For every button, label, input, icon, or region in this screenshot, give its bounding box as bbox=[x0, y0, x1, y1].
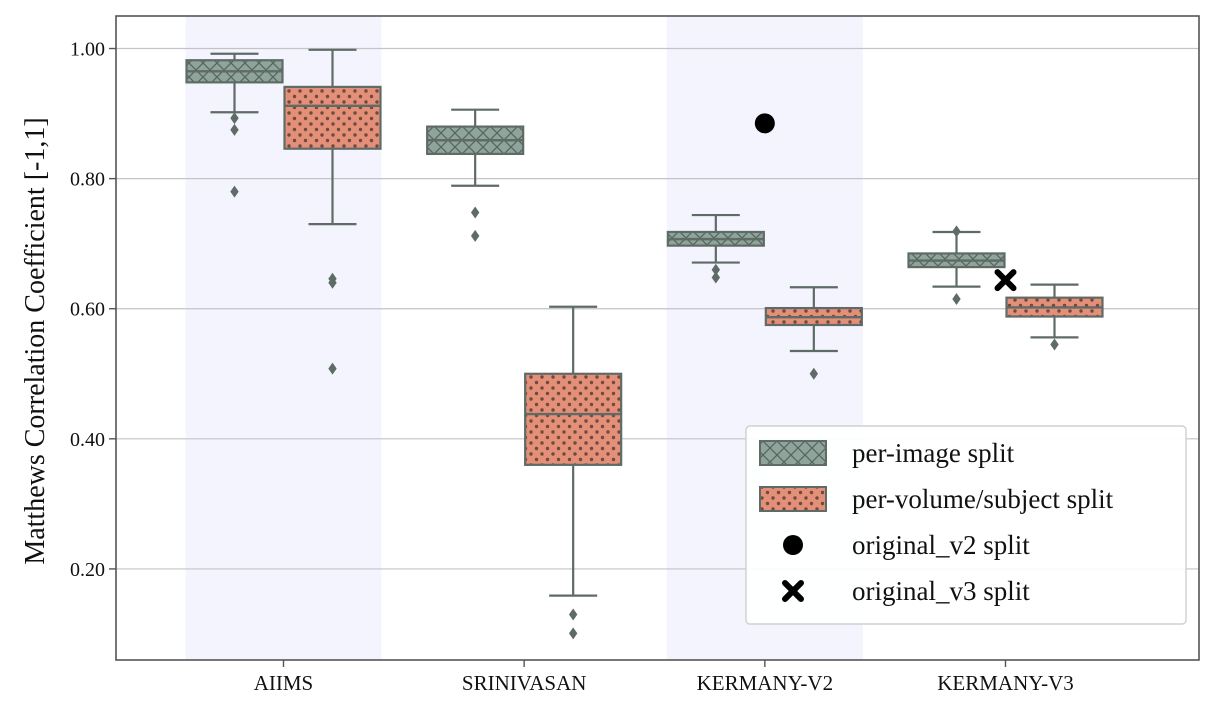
outlier-point bbox=[230, 185, 239, 198]
legend-marker-circle bbox=[783, 535, 803, 555]
x-marker-shape bbox=[994, 269, 1017, 292]
y-axis-title: Matthews Correlation Coefficient [-1,1] bbox=[20, 117, 51, 564]
reference-markers bbox=[754, 113, 1017, 292]
y-tick-label: 0.80 bbox=[70, 169, 105, 191]
marker-original-v3 bbox=[994, 269, 1017, 292]
outlier-point bbox=[230, 123, 239, 136]
x-axis: AIIMS SRINIVASAN KERMANY-V2 KERMANY-V3 bbox=[254, 660, 1074, 695]
box-iqr bbox=[283, 85, 382, 150]
marker-original-v2 bbox=[754, 113, 775, 134]
legend-label: per-image split bbox=[852, 438, 1015, 468]
outlier-point bbox=[568, 608, 578, 621]
legend-label: original_v2 split bbox=[852, 530, 1030, 560]
outlier-point bbox=[952, 292, 961, 305]
box-per-image-aiims bbox=[185, 52, 284, 198]
y-tick-label: 0.60 bbox=[70, 299, 105, 321]
x-tick-label: SRINIVASAN bbox=[462, 671, 586, 695]
legend-marker-x bbox=[782, 580, 804, 602]
box-per-image-kermany-v2 bbox=[666, 213, 765, 284]
box-per-volume-kermany-v2 bbox=[764, 286, 863, 380]
x-tick-label: KERMANY-V2 bbox=[697, 671, 834, 695]
box-per-volume-kermany-v3 bbox=[1005, 283, 1104, 351]
outlier-point bbox=[230, 112, 239, 125]
box-per-image-srinivasan bbox=[426, 108, 525, 242]
box-per-image-kermany-v3 bbox=[907, 225, 1006, 305]
outlier-point bbox=[952, 225, 961, 238]
outlier-point bbox=[328, 276, 337, 289]
box-per-volume-srinivasan bbox=[524, 305, 623, 640]
plot-frame bbox=[115, 15, 1200, 661]
legend-label: original_v3 split bbox=[852, 576, 1030, 606]
y-tick-label: 0.20 bbox=[70, 559, 105, 581]
legend: per-image split per-volume/subject split o… bbox=[745, 425, 1187, 625]
y-axis: 0.20 0.40 0.60 0.80 1.00 bbox=[70, 39, 116, 581]
legend-label: per-volume/subject split bbox=[852, 484, 1114, 514]
outlier-point bbox=[809, 367, 819, 380]
outlier-point bbox=[1050, 338, 1059, 351]
y-tick-label: 1.00 bbox=[70, 39, 105, 61]
y-tick-label: 0.40 bbox=[70, 429, 105, 451]
boxes-layer bbox=[185, 48, 1104, 640]
legend-swatch bbox=[759, 440, 827, 466]
legend-box bbox=[745, 425, 1187, 625]
box-iqr bbox=[524, 372, 623, 466]
outlier-point bbox=[328, 362, 337, 375]
legend-swatch bbox=[759, 486, 827, 512]
outlier-point bbox=[470, 229, 480, 242]
x-tick-label: AIIMS bbox=[254, 671, 314, 695]
outlier-point bbox=[568, 627, 578, 640]
outlier-point bbox=[711, 263, 721, 276]
box-per-volume-aiims bbox=[283, 48, 382, 375]
outlier-point bbox=[711, 271, 721, 284]
x-tick-label: KERMANY-V3 bbox=[937, 671, 1074, 695]
outlier-point bbox=[470, 206, 480, 219]
